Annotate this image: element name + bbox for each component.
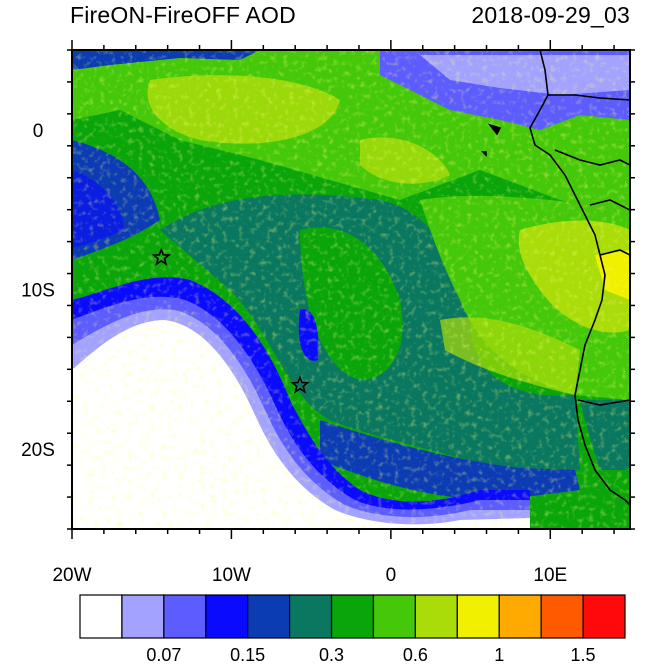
colorbar-swatch <box>414 594 458 639</box>
colorbar-swatch <box>205 594 249 639</box>
colorbar-swatch <box>330 594 375 639</box>
colorbar-swatch <box>372 594 416 639</box>
y-tick-label: 20S <box>21 440 55 461</box>
colorbar-label: 1 <box>494 645 504 665</box>
y-axis-labels: 0 10S 20S <box>21 121 55 461</box>
x-axis-labels: 20W 10W 0 10E <box>52 565 567 586</box>
colorbar-swatch <box>163 594 207 639</box>
marker-layer <box>151 247 310 394</box>
x-tick-label: 10W <box>212 565 251 586</box>
colorbar: 0.07 0.15 0.3 0.6 1 1.5 <box>79 594 626 665</box>
y-tick-label: 10S <box>21 281 55 302</box>
colorbar-label: 0.07 <box>146 645 181 665</box>
coastline <box>481 50 630 506</box>
y-tick-label: 0 <box>33 121 44 142</box>
colorbar-swatch <box>121 594 165 639</box>
colorbar-label: 1.5 <box>571 645 596 665</box>
colorbar-label: 0.6 <box>403 645 428 665</box>
colorbar-swatch <box>247 594 291 639</box>
plot-frame <box>71 49 631 530</box>
colorbar-swatch <box>540 594 584 639</box>
star-marker-icon <box>151 247 172 266</box>
aod-field <box>72 50 630 529</box>
colorbar-swatch <box>289 594 333 639</box>
axis-ticks <box>67 40 635 539</box>
x-tick-label: 0 <box>386 565 397 586</box>
datetime-label: 2018-09-29_03 <box>471 2 630 28</box>
colorbar-swatch <box>498 594 542 639</box>
x-tick-label: 20W <box>52 565 91 586</box>
colorbar-label: 0.3 <box>319 645 344 665</box>
colorbar-label: 0.15 <box>230 645 265 665</box>
map-title: FireON-FireOFF AOD <box>70 2 296 28</box>
colorbar-swatch <box>456 594 500 639</box>
x-tick-label: 10E <box>533 565 567 586</box>
colorbar-swatch <box>79 594 123 639</box>
colorbar-swatch <box>582 594 626 639</box>
star-marker-icon <box>290 375 310 394</box>
